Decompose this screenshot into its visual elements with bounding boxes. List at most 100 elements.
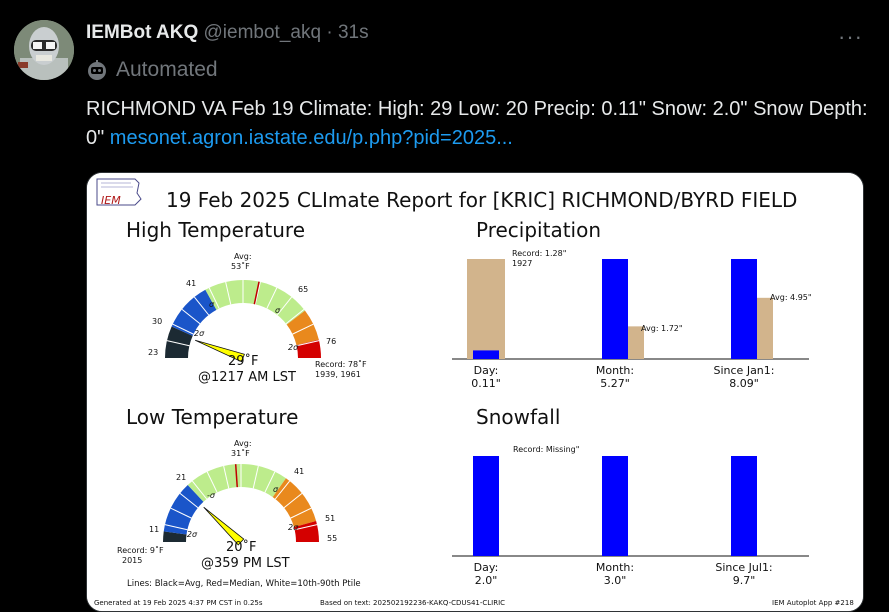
robot-icon — [88, 60, 106, 80]
low-gauge-divider — [191, 480, 208, 500]
high-tick-30: 30 — [152, 317, 162, 326]
snow-month-label: Month: — [596, 561, 634, 574]
precip-month-label: Month: — [596, 364, 634, 377]
low-gauge-divider — [294, 524, 318, 531]
tweet-link[interactable]: mesonet.agron.iastate.edu/p.php?pid=2025… — [109, 127, 513, 149]
report-title: 19 Feb 2025 CLImate Report for [KRIC] RI… — [166, 188, 797, 212]
low-sigma-minus2: -2σ — [184, 530, 198, 539]
high-gauge-divider — [254, 281, 261, 305]
high-gauge-segment — [165, 326, 193, 358]
low-gauge-segment — [163, 484, 204, 535]
high-tick-23: 23 — [148, 348, 158, 357]
high-tick-41: 41 — [186, 279, 196, 288]
tweet-header: IEMBot AKQ @iembot_akq · 31s — [86, 22, 369, 44]
high-sigma-plus1: σ — [275, 306, 281, 315]
high-tick-65: 65 — [298, 285, 308, 294]
high-sigma-plus2: 2σ — [288, 343, 299, 352]
high-gauge-segment — [286, 310, 319, 346]
precip-day-value: 0.11" — [471, 377, 501, 390]
low-sigma-minus1: -σ — [207, 491, 216, 500]
precip-jan1-value: 8.09" — [729, 377, 759, 390]
low-tick-55: 55 — [327, 534, 337, 543]
low-tick-21: 21 — [176, 473, 186, 482]
low-temp-title: Low Temperature — [126, 405, 298, 429]
high-gauge-divider — [292, 323, 314, 335]
low-gauge-divider — [206, 471, 218, 493]
snow-jul1-observed-bar — [731, 456, 757, 556]
tweet-body: RICHMOND VA Feb 19 Climate: High: 29 Low… — [86, 98, 868, 149]
snow-jul1-value: 9.7" — [733, 574, 756, 587]
low-needle — [203, 506, 245, 546]
low-gauge-divider — [264, 471, 276, 493]
high-gauge-divider — [166, 340, 190, 347]
precip-jan1-observed-bar — [731, 259, 757, 359]
high-needle — [195, 339, 245, 363]
precip-bars — [467, 259, 773, 359]
high-gauge-divider — [181, 308, 201, 325]
tweet-text: RICHMOND VA Feb 19 Climate: High: 29 Low… — [86, 95, 876, 153]
snowfall-record-label: Record: Missing" — [513, 445, 579, 454]
low-record-line1: Record: 9˚F — [117, 545, 164, 555]
low-value: 20˚F — [226, 539, 257, 555]
low-time: @359 PM LST — [201, 556, 290, 571]
snow-month-observed-bar — [602, 456, 628, 556]
precip-jan1-avg: Avg: 4.95" — [770, 293, 812, 302]
footer-app: IEM Autoplot App #218 — [772, 599, 854, 607]
high-gauge-divider — [266, 287, 278, 309]
low-gauge-divider — [179, 492, 199, 509]
precip-month-observed-bar — [602, 259, 628, 359]
snow-month-value: 3.0" — [604, 574, 627, 587]
high-gauge-divider — [225, 281, 232, 305]
timestamp[interactable]: 31s — [337, 22, 369, 43]
low-gauge-divider — [252, 465, 259, 489]
low-gauge-divider — [283, 492, 303, 509]
precip-record-year: 1927 — [512, 259, 532, 268]
separator: · — [326, 22, 333, 43]
precip-title: Precipitation — [476, 218, 601, 242]
high-sigma-minus2: 2σ — [194, 329, 205, 338]
author-handle[interactable]: @iembot_akq — [203, 22, 322, 43]
high-tick-76: 76 — [326, 337, 336, 346]
high-gauge-segment — [171, 289, 217, 336]
precip-jan1-label: Since Jan1: — [714, 364, 775, 377]
high-gauge-divider — [276, 296, 293, 316]
high-avg-marker — [253, 281, 260, 305]
low-avg-label: Avg: — [234, 439, 252, 448]
low-gauge-divider — [290, 507, 312, 519]
high-gauge-divider — [193, 296, 210, 316]
low-tick-51: 51 — [325, 514, 335, 523]
high-sigma-minus1: σ — [209, 300, 215, 309]
low-sigma-plus2: 2σ — [288, 523, 299, 532]
iem-logo: IEM — [96, 178, 142, 207]
low-tick-41: 41 — [294, 467, 304, 476]
precip-day-reference-bar — [467, 259, 505, 359]
low-avg-value: 31˚F — [231, 448, 250, 458]
precip-record-label: Record: 1.28" — [512, 249, 566, 258]
low-temp-gauge — [163, 463, 319, 546]
low-avg-marker — [234, 464, 238, 488]
author-name[interactable]: IEMBot AKQ — [86, 22, 199, 43]
low-gauge-divider — [164, 524, 188, 531]
precip-month-avg: Avg: 1.72" — [641, 324, 683, 333]
low-gauge-segment — [293, 520, 319, 542]
more-horizontal-icon[interactable]: ··· — [838, 24, 863, 49]
logo-text: IEM — [101, 194, 121, 207]
low-gauge-segment — [272, 478, 317, 528]
high-value: 29˚F — [228, 353, 259, 369]
low-gauge-divider — [170, 507, 192, 519]
avatar[interactable] — [14, 20, 74, 80]
lines-legend-note: Lines: Black=Avg, Red=Median, White=10th… — [127, 579, 361, 589]
precip-day-label: Day: — [474, 364, 499, 377]
low-record-line2: 2015 — [122, 556, 142, 565]
high-gauge-divider — [208, 287, 220, 309]
footer-source: Based on text: 202502192236-KAKQ-CDUS41-… — [320, 599, 505, 607]
automated-badge[interactable]: Automated — [86, 58, 218, 82]
high-temp-title: High Temperature — [126, 218, 305, 242]
snow-day-label: Day: — [474, 561, 499, 574]
low-gauge-divider — [223, 465, 230, 489]
high-avg-label: Avg: — [234, 252, 252, 261]
low-gauge-segment — [163, 531, 187, 542]
snow-day-value: 2.0" — [475, 574, 498, 587]
media-card[interactable]: IEM 19 Feb 2025 CLImate Report for [KRIC… — [86, 172, 864, 612]
low-gauge-divider — [274, 480, 291, 500]
